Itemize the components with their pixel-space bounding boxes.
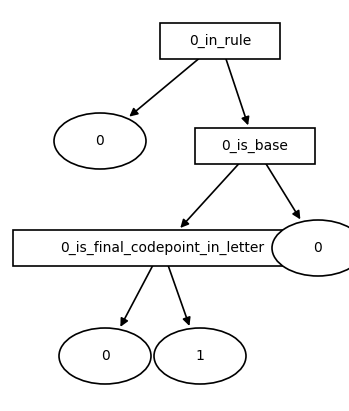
Text: F: F <box>170 245 178 259</box>
Ellipse shape <box>272 220 349 276</box>
Text: T: T <box>204 37 213 51</box>
Bar <box>195 128 315 164</box>
Text: 0: 0 <box>101 349 109 363</box>
Ellipse shape <box>154 328 246 384</box>
Text: 0: 0 <box>314 241 322 255</box>
Text: 0_in_rule: 0_in_rule <box>189 34 251 48</box>
Text: T: T <box>146 244 155 258</box>
Bar <box>160 23 280 59</box>
Text: 0_is_final_codepoint_in_letter: 0_is_final_codepoint_in_letter <box>60 241 264 255</box>
Text: F: F <box>264 142 272 157</box>
Ellipse shape <box>54 113 146 169</box>
Bar <box>13 230 311 266</box>
Text: F: F <box>231 37 239 51</box>
Text: 0_is_base: 0_is_base <box>222 139 288 153</box>
Text: 0: 0 <box>96 134 104 148</box>
Ellipse shape <box>59 328 151 384</box>
Text: 1: 1 <box>195 349 205 363</box>
Text: T: T <box>239 143 247 157</box>
